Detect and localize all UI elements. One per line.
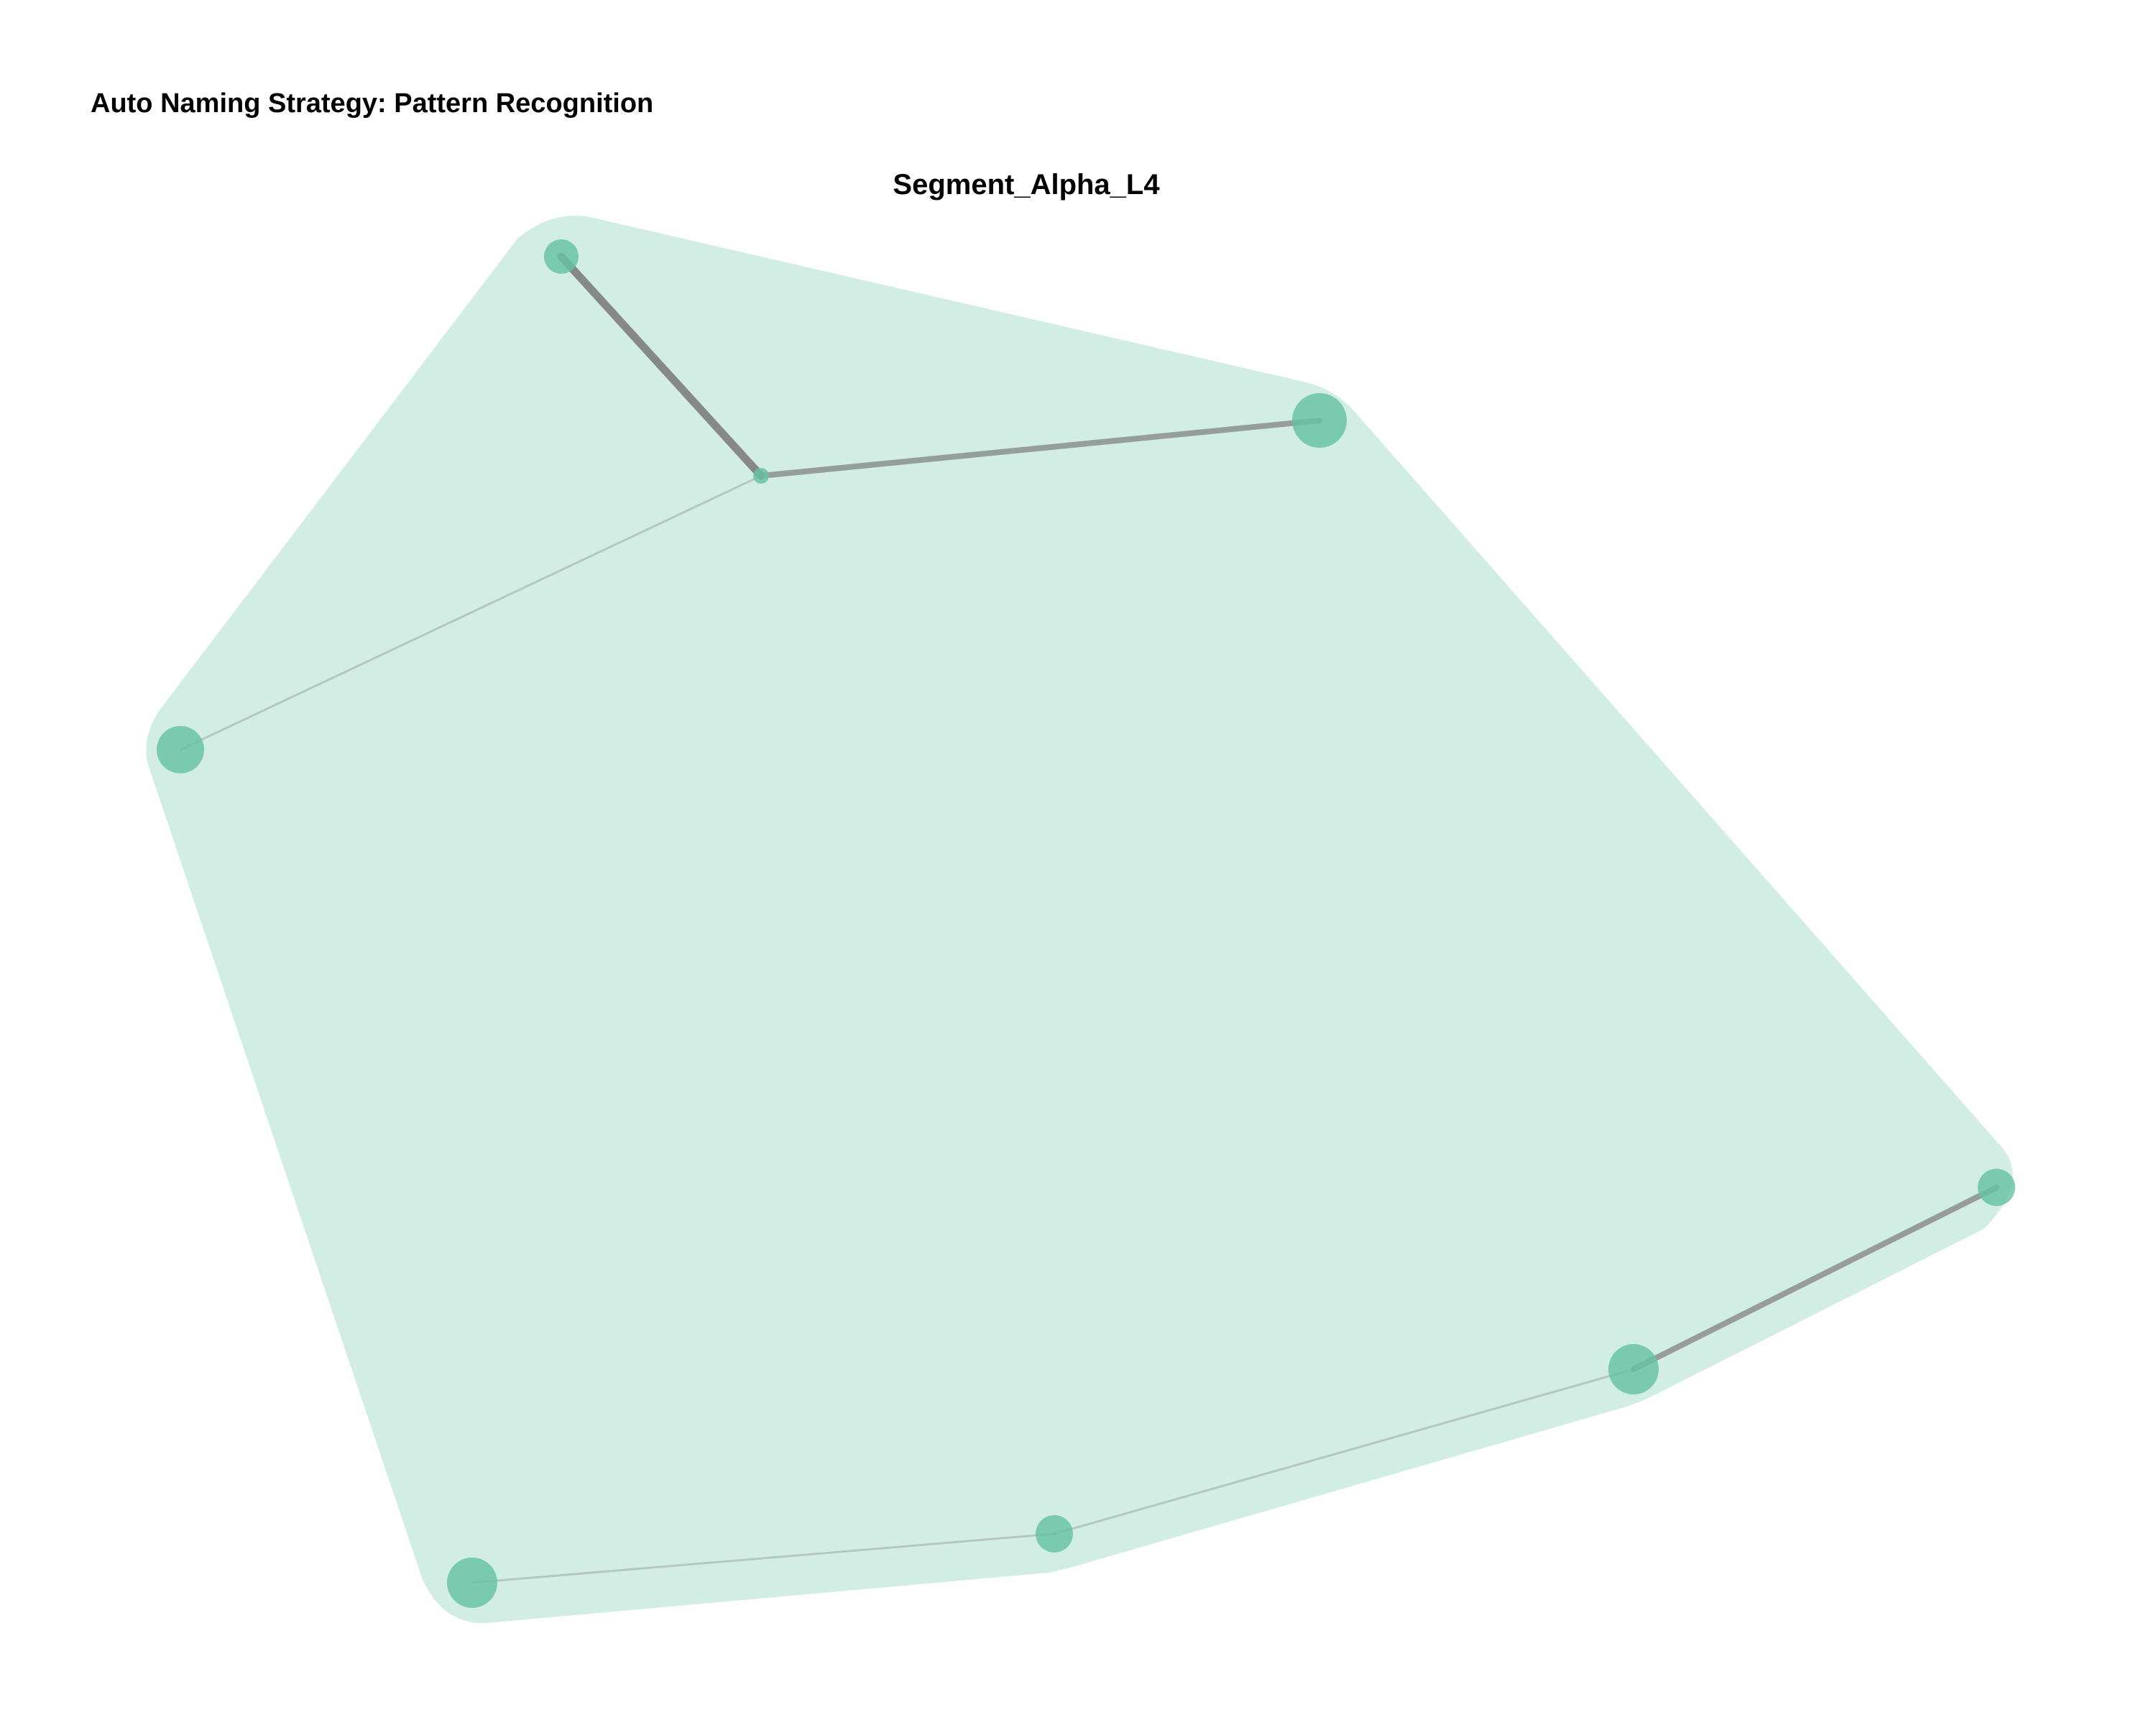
edge-n4-n2 (758, 418, 1322, 479)
node-n2 (1292, 393, 1347, 448)
cluster-label: Segment_Alpha_L4 (893, 169, 1160, 201)
cluster-hull (146, 215, 2013, 1624)
node-n8 (1978, 1169, 2015, 1206)
figure-title: Auto Naming Strategy: Pattern Recognitio… (91, 88, 653, 119)
node-n3 (157, 726, 204, 773)
edge-n4-n3 (179, 474, 763, 751)
node-n4 (753, 468, 769, 484)
node-n1 (544, 239, 579, 274)
node-n5 (447, 1558, 497, 1608)
edge-n1-n4 (557, 252, 765, 480)
node-n6 (1036, 1515, 1073, 1552)
edge-layer (179, 252, 1999, 1584)
edge-n6-n5 (471, 1532, 1056, 1584)
edge-n8-n7 (1631, 1184, 1999, 1372)
node-n7 (1608, 1344, 1659, 1394)
node-layer (157, 239, 2015, 1608)
edge-n7-n6 (1053, 1368, 1635, 1535)
